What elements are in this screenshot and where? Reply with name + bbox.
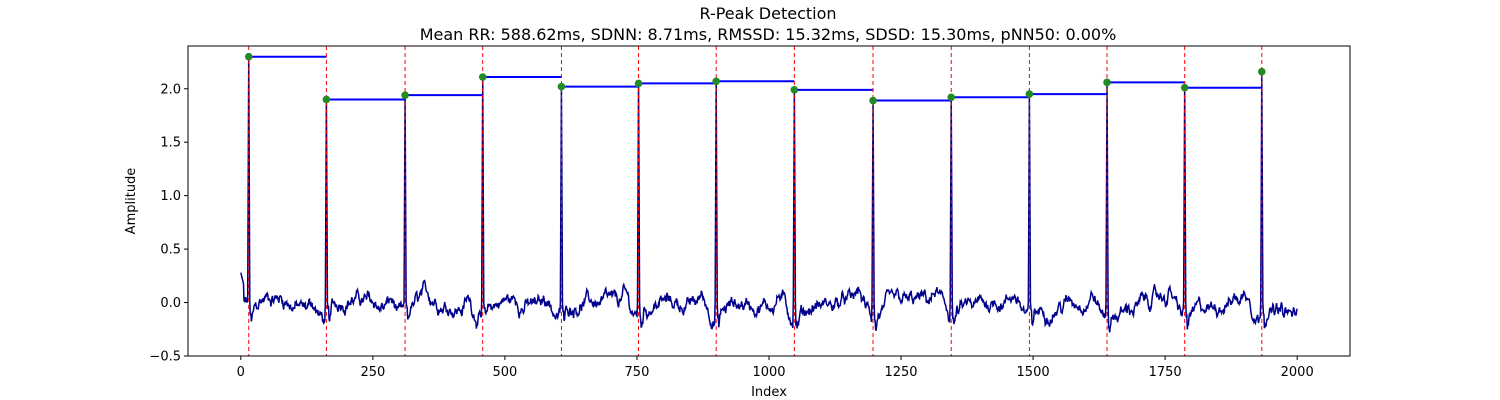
x-tick-label: 2000 bbox=[1281, 365, 1314, 380]
x-tick-label: 1250 bbox=[884, 365, 917, 380]
x-axis: 0 250 500 750 1000 1250 1500 1750 2000 bbox=[237, 356, 1314, 380]
x-tick-label: 1750 bbox=[1149, 365, 1182, 380]
r-peak-marker bbox=[1025, 90, 1034, 98]
r-peak-marker bbox=[244, 52, 253, 61]
r-peak-marker bbox=[1257, 67, 1266, 76]
r-peak-marker bbox=[947, 93, 956, 102]
r-peak-marker bbox=[401, 91, 409, 99]
y-axis-label: Amplitude bbox=[124, 168, 139, 235]
y-tick-label: 0.5 bbox=[160, 243, 181, 258]
y-tick-label: 1.5 bbox=[160, 136, 181, 151]
r-peak-marker bbox=[712, 77, 720, 86]
x-tick-label: 500 bbox=[492, 365, 517, 380]
r-peak-marker bbox=[634, 79, 643, 88]
y-tick-label: −0.5 bbox=[149, 350, 181, 365]
plot-area bbox=[240, 46, 1298, 356]
r-peak-marker bbox=[322, 95, 331, 104]
r-peak-marker bbox=[557, 82, 566, 91]
r-peak-marker bbox=[1103, 78, 1111, 87]
chart-title: R-Peak Detection bbox=[699, 4, 836, 23]
ecg-signal-line bbox=[240, 56, 1298, 333]
chart-subtitle: Mean RR: 588.62ms, SDNN: 8.71ms, RMSSD: … bbox=[420, 25, 1117, 44]
y-tick-label: 2.0 bbox=[160, 82, 181, 97]
x-tick-label: 1000 bbox=[752, 365, 785, 380]
y-tick-label: 0.0 bbox=[160, 296, 181, 311]
x-tick-label: 1500 bbox=[1017, 365, 1050, 380]
x-tick-label: 0 bbox=[237, 365, 245, 380]
r-peak-marker bbox=[790, 86, 799, 94]
x-axis-label: Index bbox=[751, 385, 787, 400]
x-tick-label: 250 bbox=[360, 365, 385, 380]
r-peak-marker bbox=[478, 73, 487, 81]
r-peak-marker bbox=[869, 96, 877, 105]
y-tick-label: 1.0 bbox=[160, 189, 181, 204]
x-tick-label: 750 bbox=[625, 365, 650, 380]
y-axis: −0.5 0.0 0.5 1.0 1.5 2.0 bbox=[149, 82, 188, 365]
r-peak-marker bbox=[1180, 83, 1189, 92]
